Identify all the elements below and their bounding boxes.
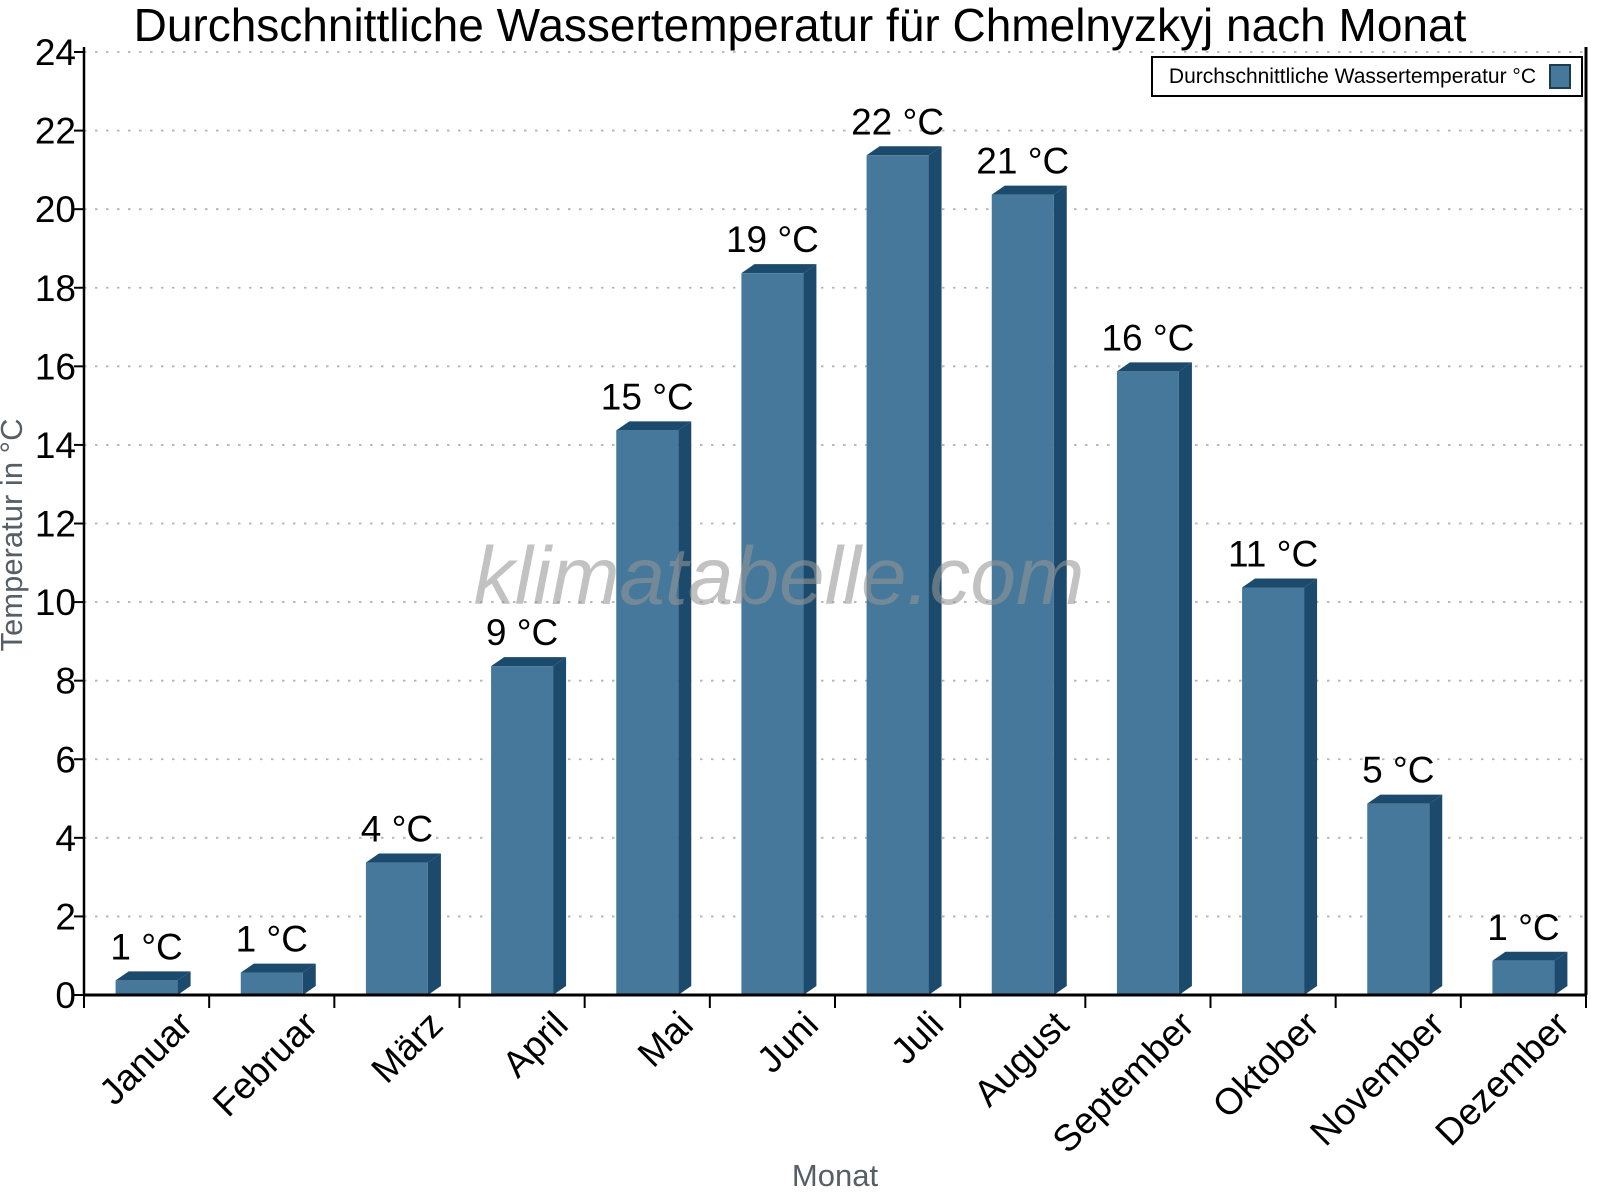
bar-top-face bbox=[1492, 951, 1568, 961]
bar-Februar bbox=[240, 972, 303, 995]
bar-value-label: 15 °C bbox=[601, 376, 694, 417]
bar-value-label: 22 °C bbox=[851, 101, 944, 142]
bar-side-face bbox=[678, 421, 692, 995]
bar-top-face bbox=[1242, 578, 1318, 588]
x-tick-label: August bbox=[966, 1003, 1077, 1114]
bar-side-face bbox=[553, 657, 567, 995]
x-tick-label: April bbox=[494, 1004, 575, 1085]
bar-top-face bbox=[491, 657, 567, 667]
legend-color-swatch bbox=[1549, 64, 1571, 89]
x-tick-label: Mai bbox=[630, 1004, 701, 1075]
bar-September bbox=[1116, 371, 1179, 995]
x-tick-label: Januar bbox=[91, 1004, 200, 1113]
bar-top-face bbox=[866, 146, 942, 156]
y-tick-label: 16 bbox=[35, 346, 76, 387]
bar-April bbox=[491, 666, 554, 995]
y-tick-label: 2 bbox=[55, 896, 76, 937]
y-tick-label: 6 bbox=[55, 739, 76, 780]
bar-side-face bbox=[1178, 362, 1192, 995]
bar-Juli bbox=[866, 155, 929, 996]
bar-Juni bbox=[741, 273, 804, 995]
x-tick-label: Juli bbox=[883, 1004, 951, 1072]
bar-März bbox=[365, 862, 428, 995]
y-tick-label: 12 bbox=[35, 504, 76, 545]
y-tick-label: 24 bbox=[35, 32, 76, 73]
bar-November bbox=[1367, 803, 1430, 995]
bar-value-label: 16 °C bbox=[1101, 317, 1194, 358]
bar-value-label: 11 °C bbox=[1228, 534, 1318, 575]
legend-label: Durchschnittliche Wassertemperatur °C bbox=[1168, 64, 1536, 88]
chart-title: Durchschnittliche Wassertemperatur für C… bbox=[133, 0, 1467, 51]
bar-Januar bbox=[115, 980, 178, 995]
legend: Durchschnittliche Wassertemperatur °C bbox=[1150, 56, 1583, 97]
y-tick-label: 4 bbox=[55, 818, 76, 859]
bar-value-label: 4 °C bbox=[361, 809, 433, 850]
bar-value-label: 5 °C bbox=[1362, 750, 1434, 791]
bar-side-face bbox=[1429, 794, 1443, 995]
bar-side-face bbox=[177, 971, 191, 995]
x-tick-label: Juni bbox=[749, 1004, 826, 1081]
bar-Mai bbox=[616, 430, 679, 995]
x-tick-label: März bbox=[363, 1004, 450, 1091]
bar-top-face bbox=[1116, 362, 1192, 372]
bar-value-label: 1 °C bbox=[236, 919, 308, 960]
bar-value-label: 1 °C bbox=[1487, 907, 1559, 948]
bar-top-face bbox=[616, 421, 692, 431]
bar-August bbox=[991, 194, 1054, 995]
bar-top-face bbox=[741, 264, 817, 274]
x-tick-label: Oktober bbox=[1205, 1004, 1327, 1126]
y-tick-label: 18 bbox=[35, 268, 76, 309]
bar-Oktober bbox=[1242, 587, 1305, 995]
bar-side-face bbox=[1304, 578, 1318, 995]
y-tick-label: 8 bbox=[55, 661, 76, 702]
y-tick-label: 22 bbox=[35, 111, 76, 152]
bar-side-face bbox=[1554, 951, 1568, 995]
bar-top-face bbox=[991, 185, 1067, 195]
y-tick-label: 10 bbox=[35, 582, 76, 623]
y-tick-label: 20 bbox=[35, 189, 76, 230]
y-tick-label: 14 bbox=[35, 425, 76, 466]
x-tick-label: Februar bbox=[205, 1004, 326, 1125]
bar-side-face bbox=[302, 963, 316, 995]
y-axis-title: Temperatur in °C bbox=[0, 419, 29, 652]
bar-top-face bbox=[365, 853, 441, 863]
bar-side-face bbox=[803, 264, 817, 995]
bar-side-face bbox=[928, 146, 942, 996]
bar-top-face bbox=[1367, 794, 1443, 804]
y-tick-label: 0 bbox=[55, 975, 76, 1016]
bar-value-label: 21 °C bbox=[976, 141, 1069, 182]
x-axis-title: Monat bbox=[792, 1158, 879, 1193]
bar-top-face bbox=[115, 971, 191, 981]
bar-value-label: 19 °C bbox=[726, 219, 819, 260]
bar-top-face bbox=[240, 963, 316, 973]
x-tick-label: November bbox=[1302, 1004, 1452, 1154]
bar-side-face bbox=[427, 853, 441, 995]
bar-value-label: 9 °C bbox=[486, 612, 558, 653]
bar-side-face bbox=[1053, 185, 1067, 995]
bar-Dezember bbox=[1492, 960, 1555, 995]
x-tick-label: Dezember bbox=[1427, 1004, 1577, 1154]
bar-value-label: 1 °C bbox=[110, 926, 182, 967]
